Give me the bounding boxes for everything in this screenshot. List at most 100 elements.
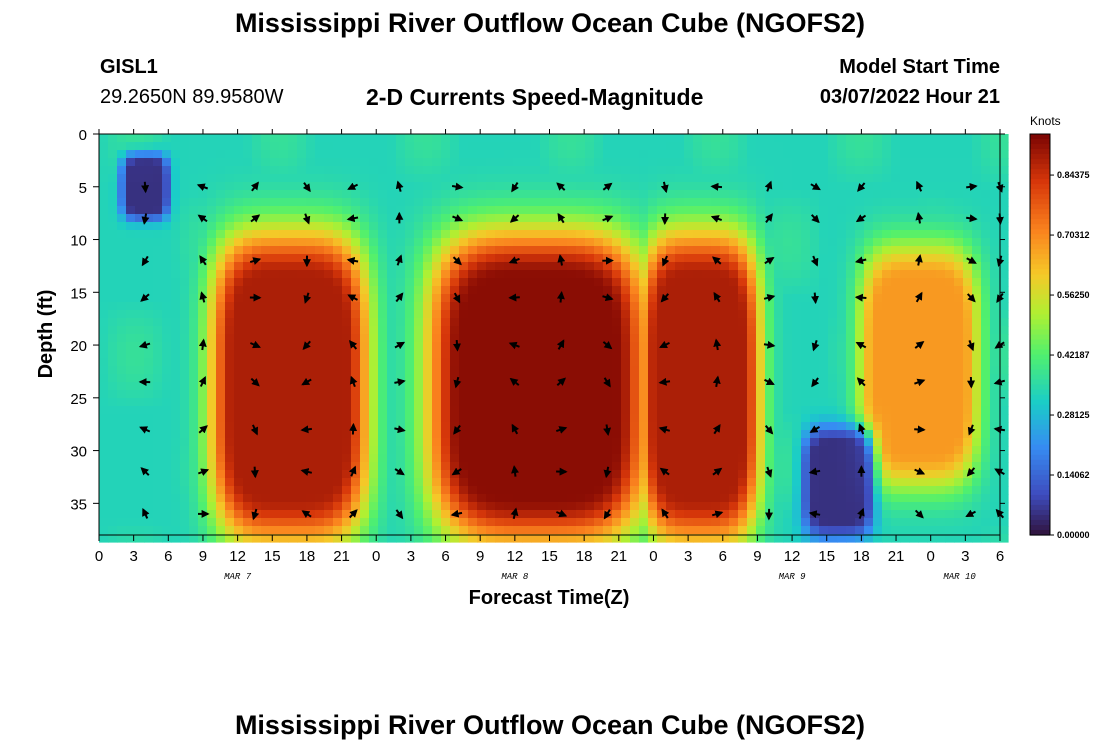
heat-cell xyxy=(477,534,487,543)
heat-cell xyxy=(378,470,388,479)
heat-cell xyxy=(279,526,289,535)
heat-cell xyxy=(711,374,721,383)
heat-cell xyxy=(666,158,676,167)
heat-cell xyxy=(792,246,802,255)
heat-cell xyxy=(99,150,109,159)
heat-cell xyxy=(108,414,118,423)
heat-cell xyxy=(522,310,532,319)
heat-cell xyxy=(171,526,181,535)
heat-cell xyxy=(540,254,550,263)
heat-cell xyxy=(567,430,577,439)
heat-cell xyxy=(207,238,217,247)
heat-cell xyxy=(333,342,343,351)
heat-cell xyxy=(486,430,496,439)
heat-cell xyxy=(873,206,883,215)
heat-cell xyxy=(594,438,604,447)
heat-cell xyxy=(693,278,703,287)
heat-cell xyxy=(315,518,325,527)
heat-cell xyxy=(810,302,820,311)
heat-cell xyxy=(594,342,604,351)
heat-cell xyxy=(837,526,847,535)
heat-cell xyxy=(729,198,739,207)
heat-cell xyxy=(594,150,604,159)
heat-cell xyxy=(711,150,721,159)
heat-cell xyxy=(333,310,343,319)
heat-cell xyxy=(666,462,676,471)
heat-cell xyxy=(144,166,154,175)
heat-cell xyxy=(639,238,649,247)
heat-cell xyxy=(783,406,793,415)
heat-cell xyxy=(756,478,766,487)
heat-cell xyxy=(360,262,370,271)
heat-cell xyxy=(144,438,154,447)
heat-cell xyxy=(612,198,622,207)
heat-cell xyxy=(567,518,577,527)
heat-cell xyxy=(369,214,379,223)
heat-cell xyxy=(837,350,847,359)
heat-cell xyxy=(468,310,478,319)
heat-cell xyxy=(783,182,793,191)
heat-cell xyxy=(864,326,874,335)
heat-cell xyxy=(126,254,136,263)
heat-cell xyxy=(117,398,127,407)
heat-cell xyxy=(99,310,109,319)
heat-cell xyxy=(774,478,784,487)
heat-cell xyxy=(630,422,640,431)
heat-cell xyxy=(108,262,118,271)
heat-cell xyxy=(693,294,703,303)
heat-cell xyxy=(117,142,127,151)
heat-cell xyxy=(675,518,685,527)
heat-cell xyxy=(495,438,505,447)
heat-cell xyxy=(513,230,523,239)
heat-cell xyxy=(99,326,109,335)
heat-cell xyxy=(864,246,874,255)
heat-cell xyxy=(288,406,298,415)
heat-cell xyxy=(387,190,397,199)
heat-cell xyxy=(531,422,541,431)
heat-cell xyxy=(198,230,208,239)
heat-cell xyxy=(819,510,829,519)
heat-cell xyxy=(243,390,253,399)
heat-cell xyxy=(801,366,811,375)
heat-cell xyxy=(351,230,361,239)
heat-cell xyxy=(864,422,874,431)
heat-cell xyxy=(153,454,163,463)
heat-cell xyxy=(711,406,721,415)
heat-cell xyxy=(189,190,199,199)
heat-cell xyxy=(801,334,811,343)
heat-cell xyxy=(729,254,739,263)
heat-cell xyxy=(747,406,757,415)
heat-cell xyxy=(540,278,550,287)
heat-cell xyxy=(693,254,703,263)
heat-cell xyxy=(540,382,550,391)
heat-cell xyxy=(522,318,532,327)
heat-cell xyxy=(126,382,136,391)
heat-cell xyxy=(774,518,784,527)
heat-cell xyxy=(144,414,154,423)
heat-cell xyxy=(855,198,865,207)
heat-cell xyxy=(495,270,505,279)
heat-cell xyxy=(756,190,766,199)
heat-cell xyxy=(954,462,964,471)
heat-cell xyxy=(432,494,442,503)
heat-cell xyxy=(594,358,604,367)
heat-cell xyxy=(477,262,487,271)
heat-cell xyxy=(828,134,838,143)
heat-cell xyxy=(162,526,172,535)
heat-cell xyxy=(603,438,613,447)
heat-cell xyxy=(657,238,667,247)
heat-cell xyxy=(135,334,145,343)
heat-cell xyxy=(783,246,793,255)
heat-cell xyxy=(558,158,568,167)
heat-cell xyxy=(558,358,568,367)
heat-cell xyxy=(585,390,595,399)
heat-cell xyxy=(585,326,595,335)
heat-cell xyxy=(378,230,388,239)
heat-cell xyxy=(711,230,721,239)
heat-cell xyxy=(378,206,388,215)
heat-cell xyxy=(270,190,280,199)
heat-cell xyxy=(198,462,208,471)
heat-cell xyxy=(315,286,325,295)
heat-cell xyxy=(963,238,973,247)
heat-cell xyxy=(549,294,559,303)
